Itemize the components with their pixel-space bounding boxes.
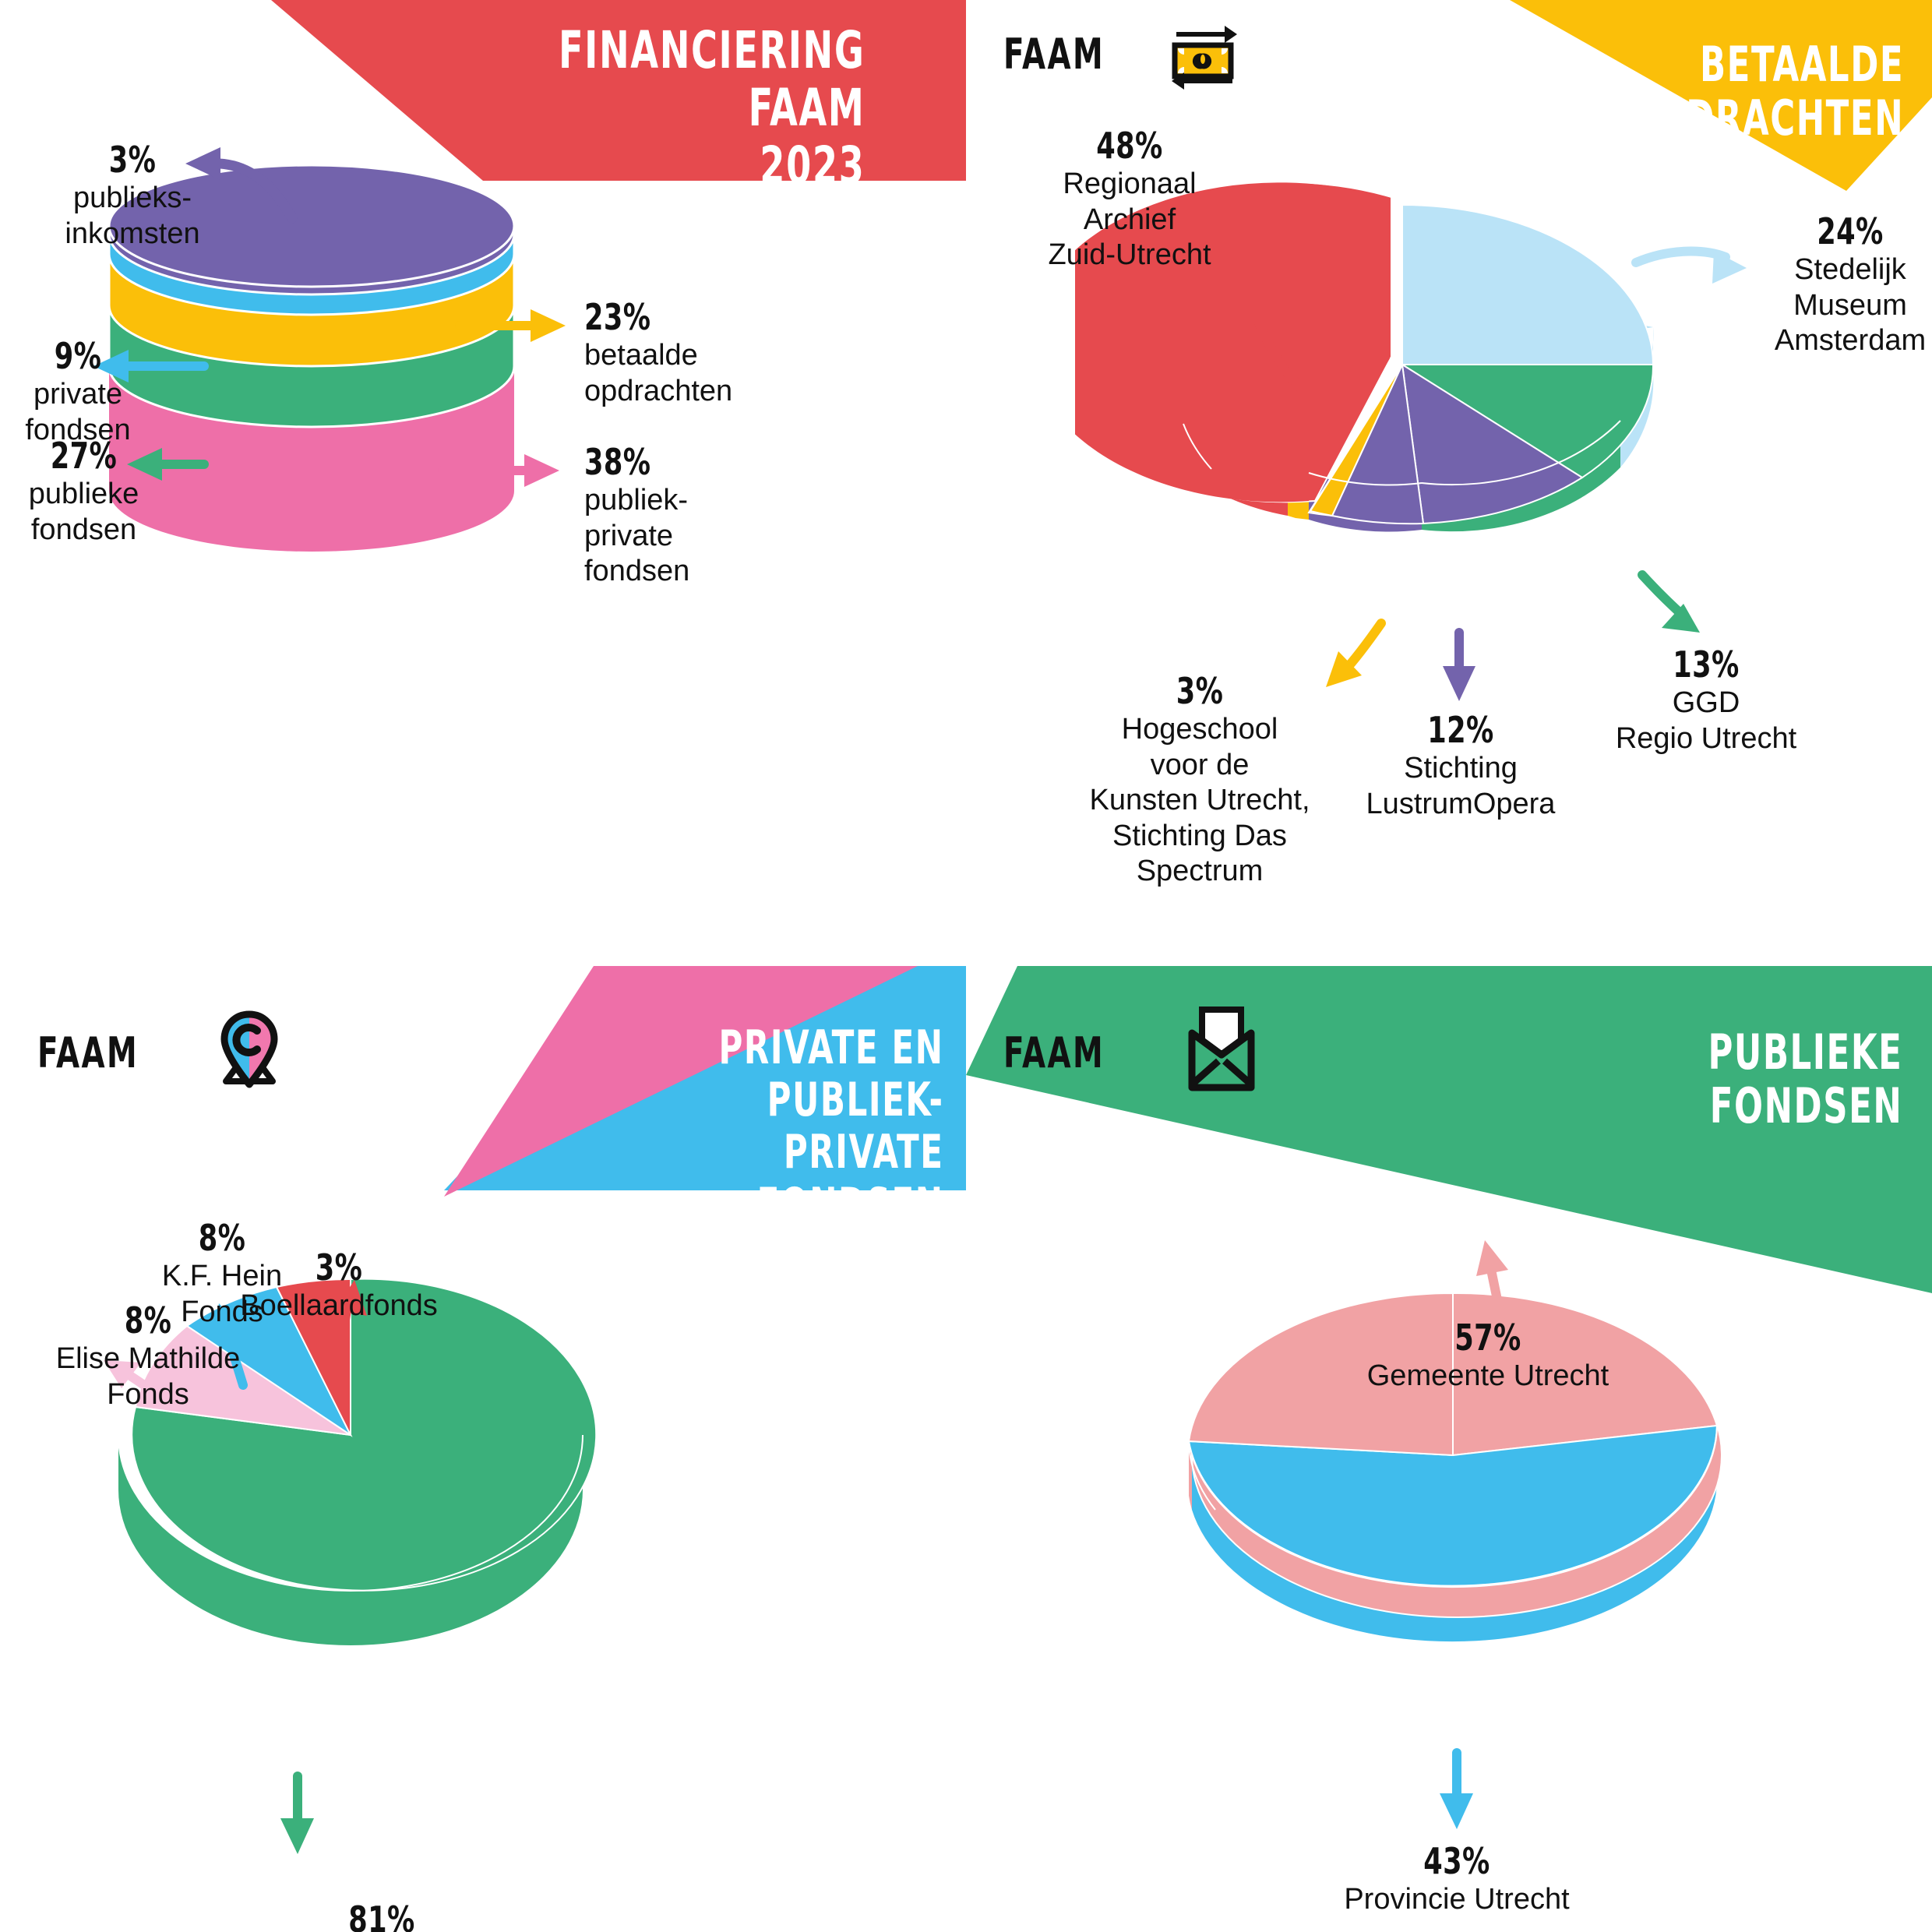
private-fondsen-banner-title: PRIVATE EN PUBLIEK- PRIVATE FONDSEN xyxy=(718,1021,944,1232)
callout-label: K.F. Hein Fonds xyxy=(161,1260,283,1328)
callout-stedelijk-museum: 24% Stedelijk Museum Amsterdam xyxy=(1753,210,1932,359)
callout-pct: 8% xyxy=(198,1217,246,1259)
callout-ggd-regio-utrecht: 13% GGD Regio Utrecht xyxy=(1605,643,1807,756)
callout-publieke-fondsen: 27% publieke fondsen xyxy=(0,435,167,548)
callout-label: Provincie Utrecht xyxy=(1344,1883,1570,1916)
callout-pct: 12% xyxy=(1427,709,1494,751)
money-exchange-icon xyxy=(1172,26,1237,90)
callout-publieksinkomsten: 3% publieks- inkomsten xyxy=(47,139,218,252)
callout-pct: 43% xyxy=(1423,1840,1490,1882)
callout-cultuur-innovatiefonds: 81% Cultuur Innovatiefonds Provincie Utr… xyxy=(62,1862,701,1932)
callout-elise-mathilde-fonds: 8% Elise Mathilde Fonds xyxy=(31,1299,265,1412)
open-envelope-icon xyxy=(1188,1007,1255,1091)
callout-hogeschool-kunsten: 3% Hogeschool voor de Kunsten Utrecht, S… xyxy=(1075,670,1324,890)
callout-stichting-lustrumopera: 12% Stichting LustrumOpera xyxy=(1356,709,1566,822)
callout-boellaardfonds: 3% Boellaardfonds xyxy=(210,1246,467,1324)
callout-pct: 24% xyxy=(1817,210,1884,252)
brand-faam: FAAM xyxy=(37,1028,139,1077)
callout-regionaal-archief: 48% Regionaal Archief Zuid-Utrecht xyxy=(1013,125,1246,273)
callout-pct: 3% xyxy=(315,1246,363,1289)
callout-label: publieke fondsen xyxy=(28,478,139,546)
callout-label: Gemeente Utrecht xyxy=(1366,1359,1609,1392)
financiering-banner-title: FINANCIERING FAAM 2023 xyxy=(558,20,865,196)
brand-faam: FAAM xyxy=(1003,30,1105,79)
private-fondsen-callout-arrows xyxy=(104,1280,367,1854)
map-pin-icon xyxy=(220,1010,278,1088)
panel-financiering: FINANCIERING FAAM 2023 xyxy=(0,0,966,966)
brand-faam: FAAM xyxy=(1003,1028,1105,1077)
callout-label: betaalde opdrachten xyxy=(584,339,733,407)
callout-private-fondsen: 9% private fondsen xyxy=(0,335,156,448)
callout-pct: 81% xyxy=(348,1899,415,1932)
callout-label: private fondsen xyxy=(25,378,131,446)
callout-pct: 8% xyxy=(124,1299,172,1341)
callout-betaalde-opdrachten: 23% betaalde opdrachten xyxy=(584,296,818,409)
callout-pct: 3% xyxy=(108,139,157,181)
panel-private-publiek-private-fondsen: FAAM PRIVATE EN PUBLIEK- PRIVATE FONDSEN xyxy=(0,966,966,1932)
betaalde-opdrachten-pie-chart xyxy=(1075,182,1655,532)
financiering-callout-arrows xyxy=(93,147,566,487)
callout-pct: 13% xyxy=(1673,643,1740,686)
callout-label: Boellaardfonds xyxy=(240,1289,438,1322)
callout-pct: 3% xyxy=(1176,670,1224,712)
publieke-fondsen-callout-arrows xyxy=(1440,1240,1508,1829)
callout-pct: 48% xyxy=(1096,125,1163,167)
callout-gemeente-utrecht: 57% Gemeente Utrecht xyxy=(1309,1317,1667,1394)
callout-pct: 27% xyxy=(50,435,118,477)
private-fondsen-pie-chart xyxy=(118,1278,598,1645)
callout-provincie-utrecht: 43% Provincie Utrecht xyxy=(1278,1840,1636,1918)
callout-publiek-private-fondsen: 38% publiek- private fondsen xyxy=(584,441,818,590)
financiering-cylinder-chart xyxy=(108,164,516,552)
callout-pct: 38% xyxy=(584,441,651,483)
callout-label: Regionaal Archief Zuid-Utrecht xyxy=(1048,167,1211,272)
publieke-fondsen-pie-chart xyxy=(1187,1292,1722,1642)
callout-label: Elise Mathilde Fonds xyxy=(55,1342,241,1411)
callout-label: Stichting LustrumOpera xyxy=(1366,752,1556,820)
callout-label: Stedelijk Museum Amsterdam xyxy=(1774,253,1927,358)
callout-label: GGD Regio Utrecht xyxy=(1615,686,1797,755)
panel-betaalde-opdrachten: FAAM BETAALDE OPDRACHTEN xyxy=(966,0,1932,966)
callout-kf-hein-fonds: 8% K.F. Hein Fonds xyxy=(129,1217,316,1330)
callout-pct: 9% xyxy=(54,335,102,377)
callout-label: publiek- private fondsen xyxy=(584,484,690,588)
callout-label: Hogeschool voor de Kunsten Utrecht, Stic… xyxy=(1089,713,1310,888)
betaalde-opdrachten-banner-title: BETAALDE OPDRACHTEN xyxy=(1630,36,1904,147)
callout-pct: 57% xyxy=(1454,1317,1521,1359)
panel-publieke-fondsen: FAAM PUBLIEKE FONDSEN xyxy=(966,966,1932,1932)
callout-label: publieks- inkomsten xyxy=(65,182,200,250)
callout-pct: 23% xyxy=(584,296,651,338)
publieke-fondsen-banner-title: PUBLIEKE FONDSEN xyxy=(1708,1024,1902,1135)
betaalde-opdrachten-callout-arrows xyxy=(1239,246,1747,701)
